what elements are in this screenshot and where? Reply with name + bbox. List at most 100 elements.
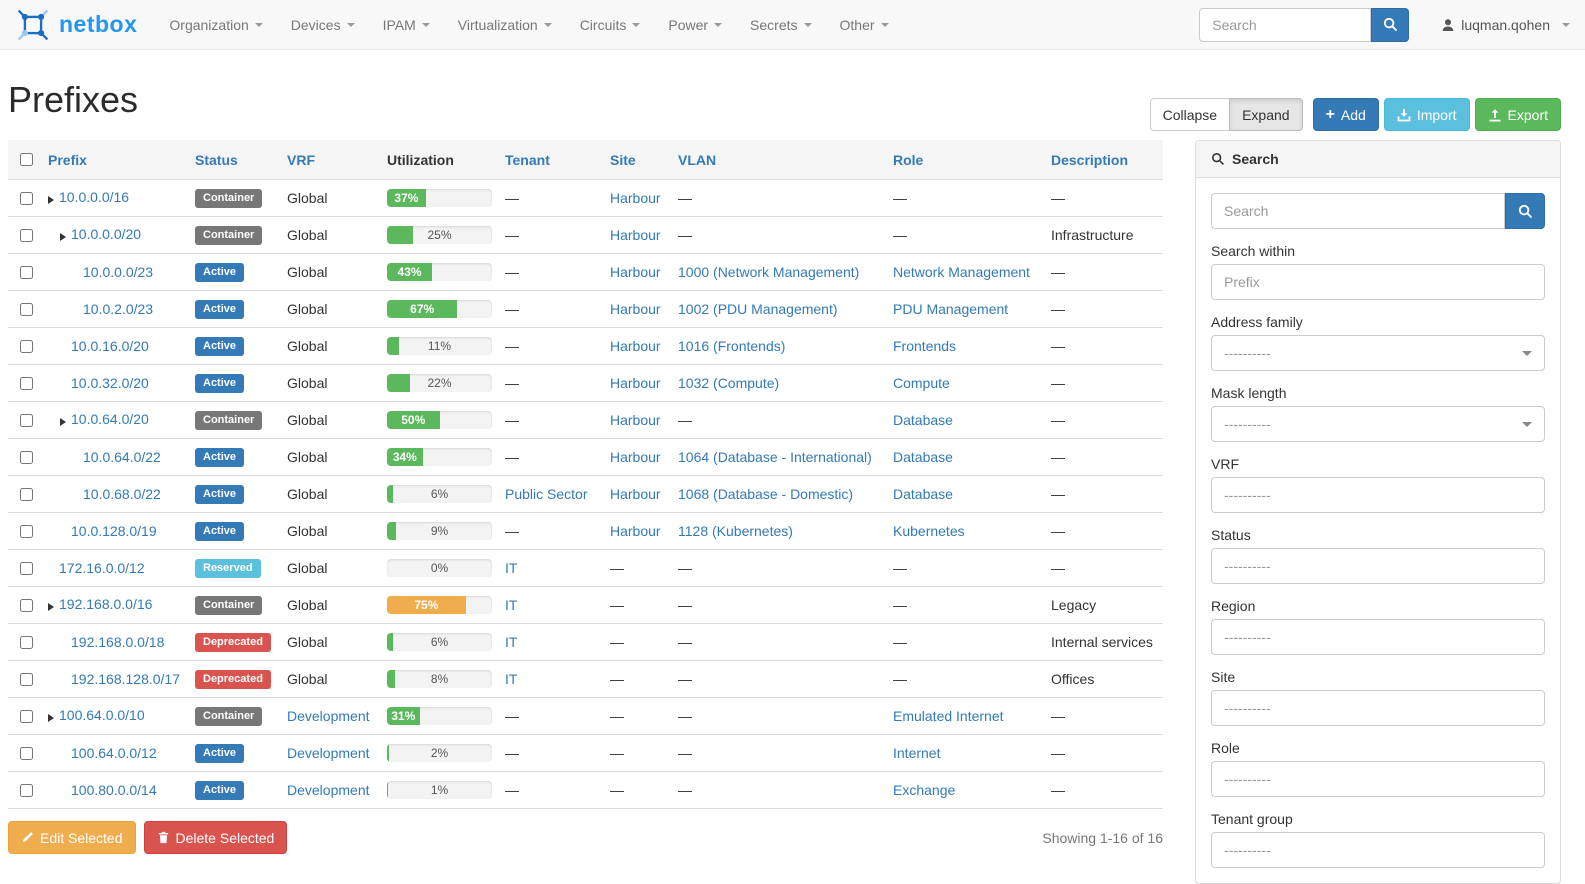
nav-menu-item-other[interactable]: Other: [826, 0, 903, 49]
prefix-link[interactable]: 10.0.128.0/19: [71, 523, 157, 539]
column-header-site[interactable]: Site: [602, 140, 670, 180]
prefix-link[interactable]: 10.0.16.0/20: [71, 338, 149, 354]
row-checkbox[interactable]: [20, 598, 33, 612]
site-link[interactable]: Harbour: [610, 486, 661, 502]
column-header-role[interactable]: Role: [885, 140, 1043, 180]
select-all-checkbox[interactable]: [20, 153, 33, 166]
filter-field-input[interactable]: ----------: [1211, 832, 1545, 868]
row-checkbox[interactable]: [20, 450, 33, 464]
navbar-search-button[interactable]: [1371, 7, 1410, 42]
role-link[interactable]: Database: [893, 412, 953, 428]
prefix-link[interactable]: 192.168.0.0/18: [71, 634, 165, 650]
role-link[interactable]: Exchange: [893, 782, 956, 798]
tenant-link[interactable]: IT: [505, 597, 518, 613]
filter-field-input[interactable]: ----------: [1211, 335, 1545, 371]
column-header-vrf[interactable]: VRF: [279, 140, 379, 180]
prefix-link[interactable]: 192.168.0.0/16: [59, 596, 153, 613]
prefix-link[interactable]: 192.168.128.0/17: [71, 671, 180, 687]
vlan-link[interactable]: 1032 (Compute): [678, 375, 780, 391]
row-checkbox[interactable]: [20, 302, 33, 316]
row-checkbox[interactable]: [20, 635, 33, 649]
import-button[interactable]: Import: [1383, 98, 1470, 131]
vrf-link[interactable]: Development: [287, 782, 370, 798]
column-header-status[interactable]: Status: [187, 140, 279, 180]
vlan-link[interactable]: 1064 (Database - International): [678, 449, 872, 465]
export-button[interactable]: Export: [1474, 98, 1561, 131]
tenant-link[interactable]: IT: [505, 671, 518, 687]
site-link[interactable]: Harbour: [610, 190, 661, 206]
role-link[interactable]: Database: [893, 449, 953, 465]
vlan-link[interactable]: 1128 (Kubernetes): [678, 523, 793, 539]
row-checkbox[interactable]: [20, 265, 33, 279]
brand[interactable]: netbox: [15, 0, 137, 49]
row-checkbox[interactable]: [20, 746, 33, 760]
prefix-link[interactable]: 10.0.2.0/23: [83, 301, 154, 317]
site-link[interactable]: Harbour: [610, 449, 661, 465]
vrf-link[interactable]: Development: [287, 708, 370, 724]
collapse-button[interactable]: Collapse: [1149, 98, 1231, 131]
site-link[interactable]: Harbour: [610, 375, 661, 391]
edit-selected-button[interactable]: Edit Selected: [8, 821, 136, 854]
column-header-tenant[interactable]: Tenant: [497, 140, 602, 180]
prefix-link[interactable]: 10.0.68.0/22: [83, 486, 161, 502]
nav-menu-item-ipam[interactable]: IPAM: [369, 0, 444, 49]
prefix-link[interactable]: 100.80.0.0/14: [71, 782, 157, 798]
prefix-link[interactable]: 10.0.32.0/20: [71, 375, 149, 391]
vlan-link[interactable]: 1068 (Database - Domestic): [678, 486, 854, 502]
prefix-link[interactable]: 10.0.0.0/16: [59, 189, 130, 206]
vlan-link[interactable]: 1000 (Network Management): [678, 264, 860, 280]
filter-field-input[interactable]: ----------: [1211, 690, 1545, 726]
delete-selected-button[interactable]: Delete Selected: [143, 821, 288, 854]
row-checkbox[interactable]: [20, 487, 33, 501]
row-checkbox[interactable]: [20, 783, 33, 797]
vlan-link[interactable]: 1002 (PDU Management): [678, 301, 838, 317]
column-header-prefix[interactable]: Prefix: [40, 140, 187, 180]
nav-menu-item-circuits[interactable]: Circuits: [566, 0, 655, 49]
row-checkbox[interactable]: [20, 709, 33, 723]
tenant-link[interactable]: IT: [505, 634, 518, 650]
role-link[interactable]: Frontends: [893, 338, 957, 354]
filter-field-input[interactable]: ----------: [1211, 548, 1545, 584]
filter-field-input[interactable]: ----------: [1211, 477, 1545, 513]
nav-menu-item-devices[interactable]: Devices: [277, 0, 369, 49]
column-header-description[interactable]: Description: [1043, 140, 1163, 180]
prefix-link[interactable]: 100.64.0.0/10: [59, 707, 145, 724]
prefix-link[interactable]: 10.0.0.0/20: [71, 226, 142, 243]
filter-field-input[interactable]: ----------: [1211, 406, 1545, 442]
filter-field-input[interactable]: Prefix: [1211, 264, 1545, 300]
nav-menu-item-virtualization[interactable]: Virtualization: [444, 0, 566, 49]
navbar-search-input[interactable]: [1199, 7, 1372, 42]
role-link[interactable]: PDU Management: [893, 301, 1009, 317]
site-link[interactable]: Harbour: [610, 412, 661, 428]
row-checkbox[interactable]: [20, 413, 33, 427]
site-link[interactable]: Harbour: [610, 227, 661, 243]
filter-field-input[interactable]: ----------: [1211, 619, 1545, 655]
prefix-link[interactable]: 10.0.64.0/20: [71, 411, 149, 428]
role-link[interactable]: Database: [893, 486, 953, 502]
user-menu[interactable]: luqman.qohen: [1441, 17, 1570, 33]
row-checkbox[interactable]: [20, 524, 33, 538]
filter-search-input[interactable]: [1211, 193, 1505, 229]
role-link[interactable]: Compute: [893, 375, 950, 391]
row-checkbox[interactable]: [20, 228, 33, 242]
prefix-link[interactable]: 10.0.64.0/22: [83, 449, 161, 465]
filter-field-input[interactable]: ----------: [1211, 761, 1545, 797]
tenant-link[interactable]: Public Sector: [505, 486, 588, 502]
row-checkbox[interactable]: [20, 339, 33, 353]
prefix-link[interactable]: 100.64.0.0/12: [71, 745, 157, 761]
role-link[interactable]: Kubernetes: [893, 523, 965, 539]
expand-button[interactable]: Expand: [1229, 98, 1303, 131]
vrf-link[interactable]: Development: [287, 745, 370, 761]
site-link[interactable]: Harbour: [610, 338, 661, 354]
row-checkbox[interactable]: [20, 672, 33, 686]
column-header-vlan[interactable]: VLAN: [670, 140, 885, 180]
site-link[interactable]: Harbour: [610, 523, 661, 539]
role-link[interactable]: Emulated Internet: [893, 708, 1004, 724]
prefix-link[interactable]: 172.16.0.0/12: [59, 560, 145, 576]
row-checkbox[interactable]: [20, 376, 33, 390]
role-link[interactable]: Internet: [893, 745, 941, 761]
site-link[interactable]: Harbour: [610, 301, 661, 317]
prefix-link[interactable]: 10.0.0.0/23: [83, 264, 154, 280]
row-checkbox[interactable]: [20, 561, 33, 575]
nav-menu-item-organization[interactable]: Organization: [155, 0, 276, 49]
